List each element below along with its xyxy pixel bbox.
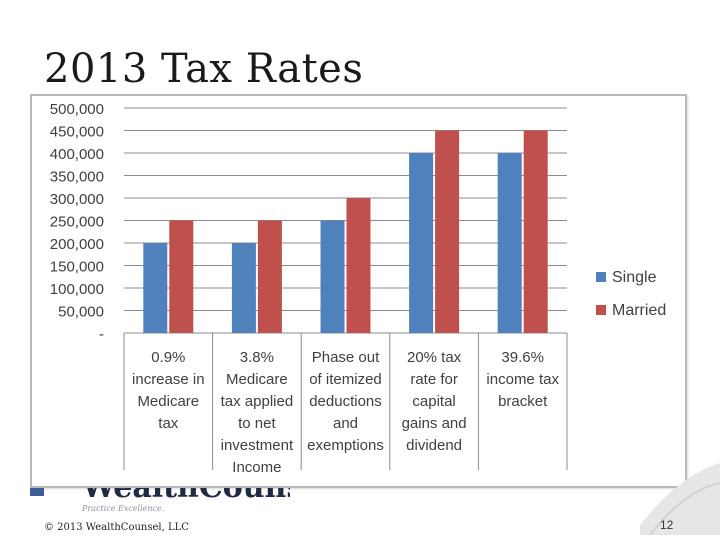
bar-married <box>346 198 371 333</box>
bar-married <box>523 130 548 333</box>
bar-chart: - 50,000 100,000 150,000 200,000 250,000 300,0… <box>50 101 666 476</box>
category-label: dividend <box>406 437 462 454</box>
category-label: and <box>333 415 358 432</box>
bar-married <box>435 130 460 333</box>
category-label: tax applied <box>221 393 294 410</box>
tagline: Practice Excellence. <box>82 504 165 513</box>
bar-single <box>143 243 168 333</box>
category-label: 39.6% <box>501 349 544 366</box>
y-tick-label: 50,000 <box>58 304 104 321</box>
legend-swatch <box>596 305 606 315</box>
category-label: tax <box>158 415 179 432</box>
y-tick-label: 150,000 <box>50 259 104 276</box>
legend-swatch <box>596 272 606 282</box>
category-label: rate for <box>410 371 458 388</box>
category-label: income tax <box>486 371 559 388</box>
y-tick-label: 250,000 <box>50 214 104 231</box>
decorative-swoosh-icon <box>640 463 720 535</box>
bar-married <box>169 220 194 333</box>
category-label: gains and <box>402 415 467 432</box>
y-tick-label: 300,000 <box>50 191 104 208</box>
category-label: Phase out <box>312 349 380 366</box>
chart-frame: - 50,000 100,000 150,000 200,000 250,000 300,0… <box>30 94 687 488</box>
category-label: increase in <box>132 371 205 388</box>
category-label: Income <box>232 459 281 476</box>
bar-single <box>409 153 434 333</box>
legend-label: Married <box>612 302 666 319</box>
bar-single <box>497 153 522 333</box>
y-tick-label: 400,000 <box>50 146 104 163</box>
y-tick-label: 350,000 <box>50 169 104 186</box>
bar-single <box>231 243 256 333</box>
category-label: Medicare <box>137 393 199 410</box>
copyright-text: © 2013 WealthCounsel, LLC <box>44 522 189 533</box>
category-label: 20% tax <box>407 349 462 366</box>
category-label: 3.8% <box>240 349 274 366</box>
y-tick-label: 450,000 <box>50 124 104 141</box>
y-tick-label: 200,000 <box>50 236 104 253</box>
category-label: deductions <box>309 393 382 410</box>
category-label: investment <box>221 437 294 454</box>
page-number: 12 <box>660 518 674 532</box>
category-label: 0.9% <box>151 349 185 366</box>
bar-married <box>257 220 282 333</box>
logo-mark-icon <box>30 488 44 496</box>
category-label: exemptions <box>307 437 384 454</box>
category-label: of itemized <box>309 371 382 388</box>
category-label: Medicare <box>226 371 288 388</box>
bar-single <box>320 220 345 333</box>
category-label: bracket <box>498 393 548 410</box>
category-label: capital <box>412 393 455 410</box>
slide-title: 2013 Tax Rates <box>44 46 364 92</box>
y-tick-label: 100,000 <box>50 281 104 298</box>
logo-text: WealthCounsel <box>82 488 290 505</box>
legend-label: Single <box>612 269 657 286</box>
y-tick-label: - <box>99 326 104 343</box>
y-tick-label: 500,000 <box>50 101 104 118</box>
logo: WealthCounsel <box>30 488 290 518</box>
category-label: to net <box>238 415 276 432</box>
